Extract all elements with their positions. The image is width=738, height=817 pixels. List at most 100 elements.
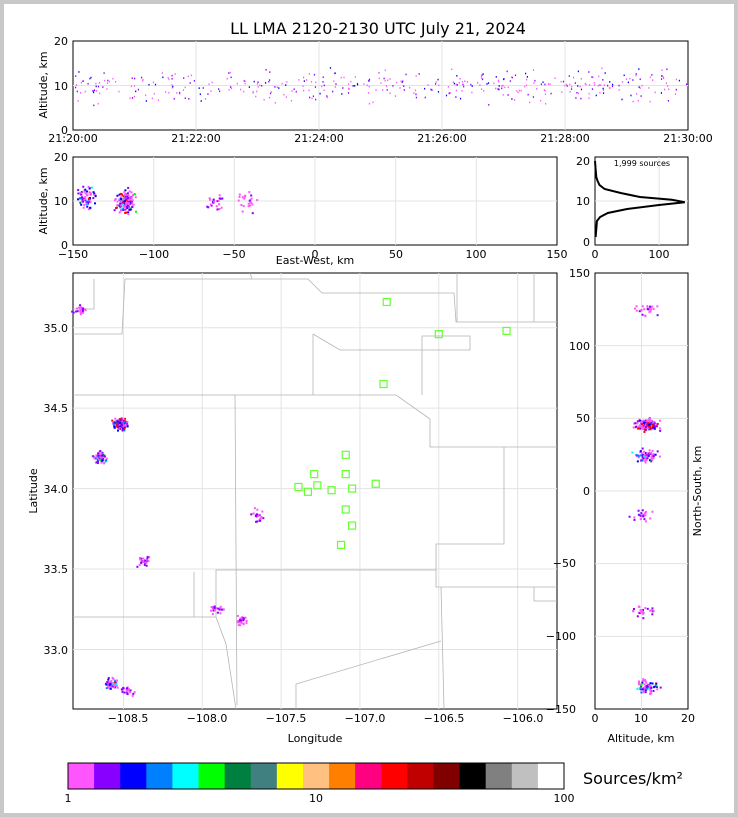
source-point: [347, 87, 350, 90]
source-point: [463, 85, 465, 88]
source-point: [591, 76, 593, 78]
source-point: [646, 607, 649, 610]
source-point: [577, 70, 579, 73]
source-point: [640, 454, 643, 457]
source-point: [221, 197, 224, 200]
figure-title: LL LMA 2120-2130 UTC July 21, 2024: [230, 19, 526, 38]
source-point: [648, 451, 651, 454]
source-point: [595, 94, 597, 97]
source-point: [640, 425, 643, 428]
source-point: [641, 612, 644, 615]
colorbar-label: Sources/km²: [583, 769, 683, 788]
source-point: [268, 96, 271, 99]
source-point: [655, 684, 658, 687]
source-point: [639, 78, 641, 81]
source-point: [99, 453, 102, 456]
source-point: [216, 611, 219, 614]
source-point: [109, 682, 112, 685]
source-point: [413, 92, 415, 94]
source-point: [250, 197, 253, 200]
source-point: [577, 92, 579, 95]
source-point: [640, 685, 643, 688]
source-point: [75, 86, 77, 89]
plan-view-xtick-0: −108.5: [108, 712, 149, 725]
lma-station-marker: [379, 379, 388, 389]
source-point: [118, 423, 121, 426]
source-point: [293, 88, 295, 90]
lma-station-marker: [341, 450, 350, 459]
source-point: [638, 682, 641, 685]
source-point: [171, 74, 173, 77]
time-series-ylabel: Altitude, km: [37, 51, 50, 118]
source-point: [635, 309, 638, 312]
source-point: [652, 453, 655, 456]
source-point: [139, 558, 142, 561]
source-point: [513, 99, 516, 101]
source-point: [640, 309, 643, 312]
source-point: [639, 87, 641, 89]
source-point: [656, 314, 659, 317]
source-point: [126, 693, 129, 696]
source-point: [382, 89, 384, 91]
source-point: [114, 684, 117, 687]
source-point: [383, 77, 385, 80]
source-point: [645, 685, 648, 688]
source-point: [286, 81, 288, 83]
colorbar-swatch: [224, 763, 252, 789]
source-point: [647, 428, 650, 431]
source-point: [638, 419, 641, 422]
source-point: [384, 80, 386, 82]
source-point: [94, 202, 97, 205]
source-point: [650, 420, 653, 423]
east-west-tick-0: −150: [58, 248, 88, 261]
source-point: [131, 97, 134, 99]
source-point: [95, 461, 98, 464]
source-point: [105, 459, 108, 462]
source-point: [119, 202, 122, 205]
source-point: [569, 83, 571, 86]
east-west-tick-4: 50: [389, 248, 403, 261]
source-point: [129, 97, 131, 100]
lma-station-marker: [327, 486, 336, 495]
source-point: [115, 683, 118, 686]
source-point: [81, 308, 84, 311]
source-point: [329, 67, 332, 69]
lma-station-marker: [303, 487, 313, 496]
source-point: [585, 83, 587, 86]
source-point: [302, 85, 304, 88]
source-point: [350, 80, 352, 83]
source-point: [584, 83, 586, 85]
source-point: [124, 420, 127, 423]
lma-station-marker: [371, 479, 380, 488]
lma-station-marker: [382, 297, 391, 307]
colorbar-swatch: [276, 763, 304, 789]
source-point: [503, 78, 505, 80]
source-point: [461, 90, 463, 92]
source-point: [88, 196, 91, 199]
source-point: [259, 517, 262, 520]
source-point: [649, 517, 652, 520]
source-point: [653, 422, 656, 425]
source-point: [123, 691, 126, 694]
source-point: [470, 83, 472, 86]
source-point: [637, 456, 640, 459]
plan-view-xlabel: Longitude: [288, 732, 343, 745]
source-point: [129, 198, 132, 201]
county-boundary: [249, 272, 253, 280]
source-point: [79, 308, 82, 311]
source-point: [456, 84, 458, 86]
source-point: [171, 77, 173, 80]
source-point: [549, 83, 551, 85]
source-point: [650, 308, 653, 311]
source-point: [132, 203, 135, 206]
histogram-annotation: 1,999 sources: [614, 159, 670, 168]
source-point: [117, 426, 120, 429]
source-point: [511, 76, 513, 79]
source-point: [126, 197, 129, 200]
source-point: [591, 88, 594, 90]
source-point: [645, 681, 648, 684]
source-point: [120, 193, 123, 196]
source-point: [493, 82, 495, 85]
source-point: [259, 84, 261, 87]
source-point: [645, 423, 648, 426]
